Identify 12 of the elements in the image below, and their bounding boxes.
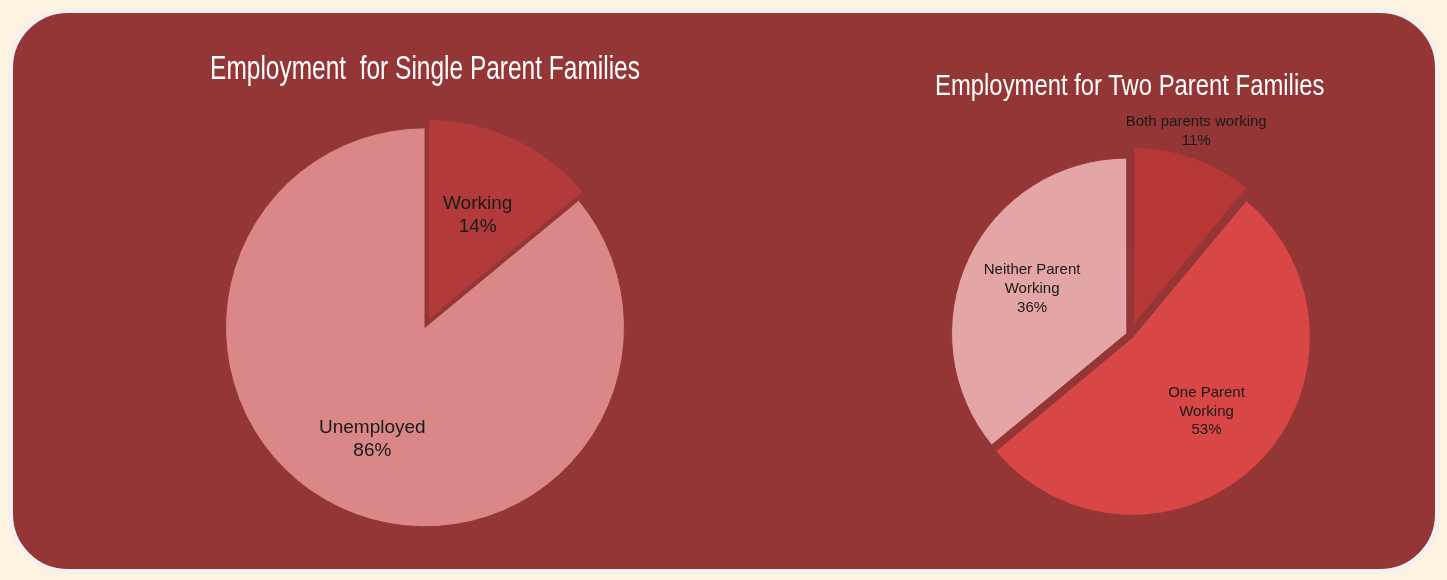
data-label: 14%: [458, 215, 497, 237]
data-label: 86%: [353, 439, 392, 461]
chart-title: Employment for Single Parent Families: [210, 49, 640, 86]
slice-label: Unemployed: [319, 415, 426, 437]
chart-title: Employment for Two Parent Families: [935, 69, 1325, 102]
slice-label: One Parent Working: [1168, 382, 1246, 419]
data-label: 36%: [1017, 297, 1048, 315]
slice-label: Neither Parent Working: [983, 260, 1082, 296]
slice-label: Working: [442, 191, 513, 213]
data-label: 11%: [1181, 130, 1211, 148]
data-label: 53%: [1191, 420, 1222, 438]
slice-label: Both parents working: [1125, 111, 1267, 129]
